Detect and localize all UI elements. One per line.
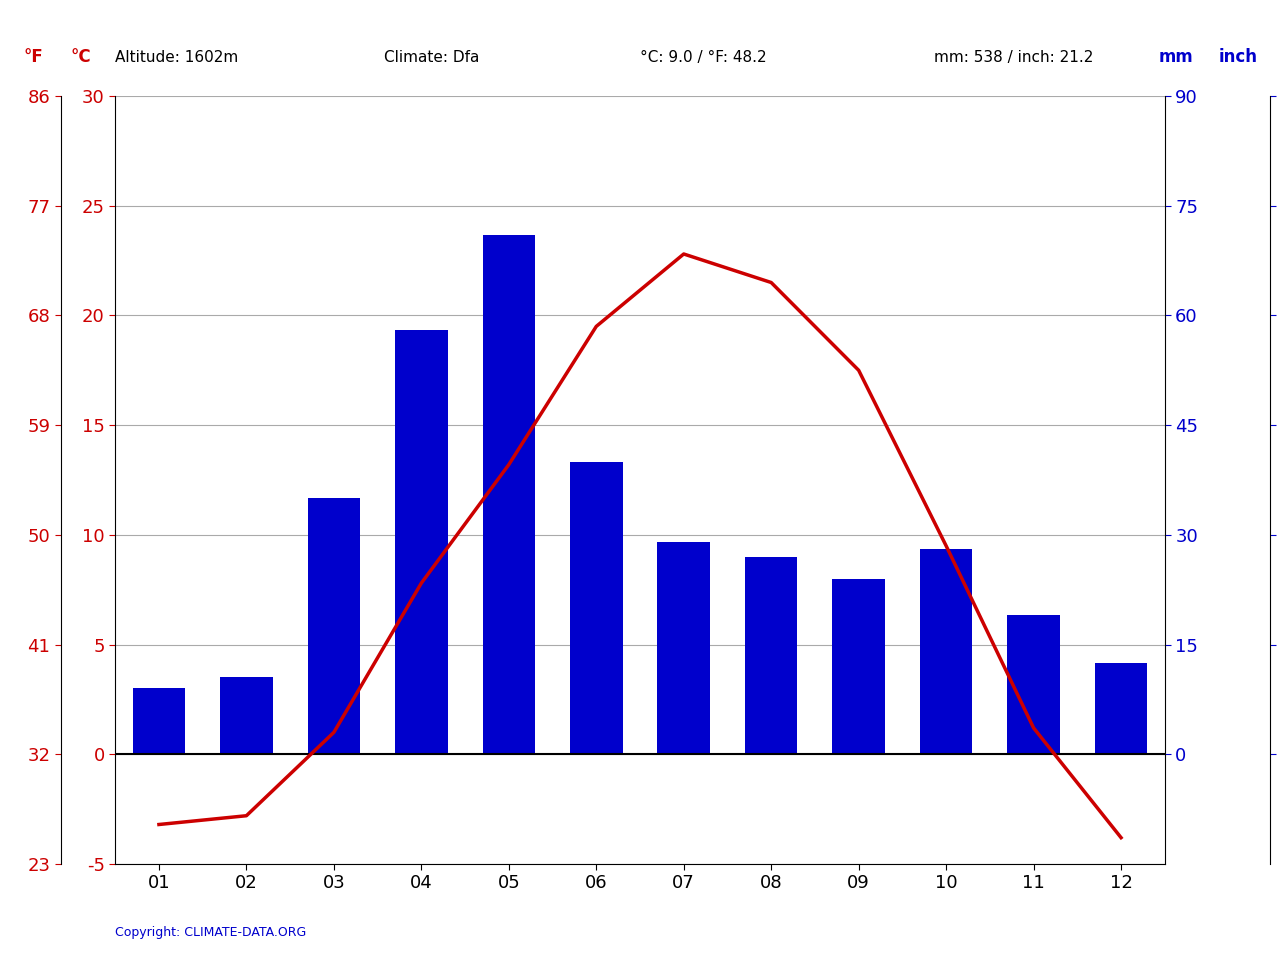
Bar bbox=[307, 498, 360, 755]
Text: °C: °C bbox=[70, 48, 91, 66]
Text: Climate: Dfa: Climate: Dfa bbox=[384, 50, 480, 65]
Bar bbox=[396, 330, 448, 755]
Bar bbox=[570, 462, 622, 755]
Bar bbox=[1007, 615, 1060, 755]
Bar bbox=[220, 678, 273, 755]
Text: mm: mm bbox=[1158, 48, 1193, 66]
Bar bbox=[658, 542, 710, 755]
Text: Altitude: 1602m: Altitude: 1602m bbox=[115, 50, 238, 65]
Text: inch: inch bbox=[1219, 48, 1257, 66]
Bar bbox=[920, 549, 973, 755]
Text: °C: 9.0 / °F: 48.2: °C: 9.0 / °F: 48.2 bbox=[640, 50, 767, 65]
Text: Copyright: CLIMATE-DATA.ORG: Copyright: CLIMATE-DATA.ORG bbox=[115, 926, 306, 939]
Text: mm: 538 / inch: 21.2: mm: 538 / inch: 21.2 bbox=[934, 50, 1094, 65]
Bar bbox=[133, 688, 186, 755]
Bar bbox=[483, 235, 535, 755]
Bar bbox=[832, 579, 884, 755]
Bar bbox=[1094, 662, 1147, 755]
Bar bbox=[745, 557, 797, 755]
Text: °F: °F bbox=[23, 48, 42, 66]
